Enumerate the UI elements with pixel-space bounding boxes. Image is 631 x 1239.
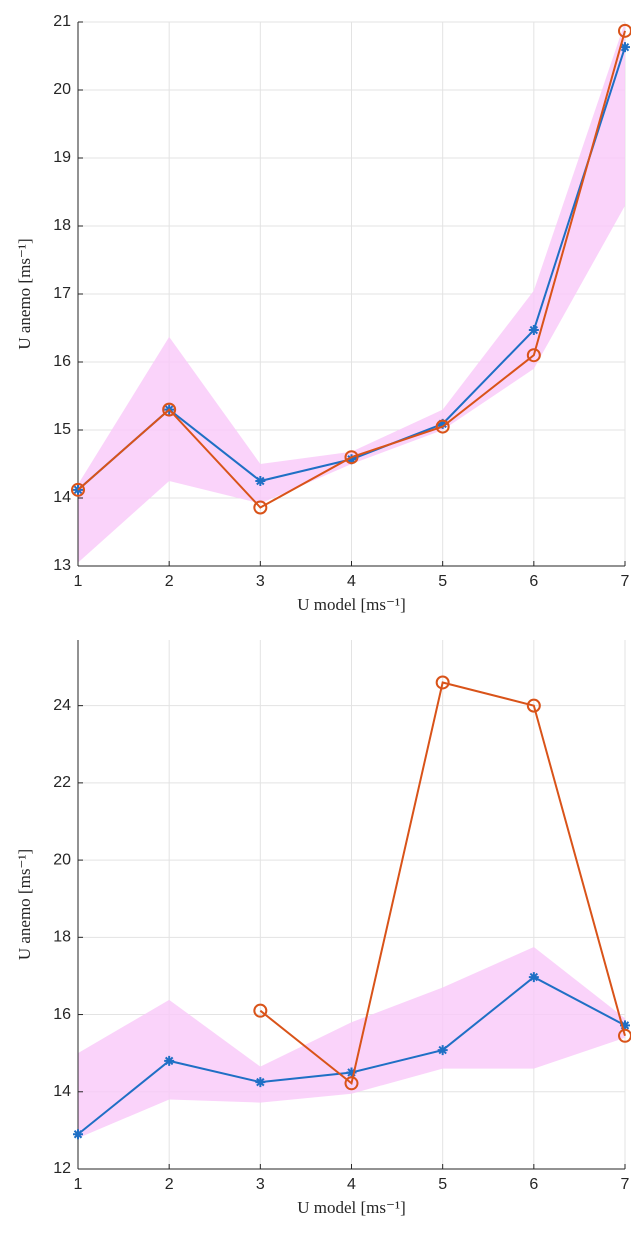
marker bbox=[528, 972, 539, 983]
marker bbox=[255, 1077, 266, 1088]
x-axis-label: U model [ms⁻¹] bbox=[297, 595, 406, 614]
y-tick-label: 21 bbox=[53, 13, 71, 30]
x-tick-label: 6 bbox=[529, 573, 538, 590]
series-line bbox=[77, 30, 626, 509]
marker bbox=[255, 476, 266, 486]
marker bbox=[346, 454, 357, 465]
x-tick-label: 5 bbox=[438, 573, 447, 590]
marker bbox=[344, 450, 359, 465]
y-tick-label: 18 bbox=[53, 217, 71, 234]
x-tick-label: 1 bbox=[74, 1176, 83, 1193]
marker bbox=[528, 325, 539, 336]
y-tick-label: 19 bbox=[53, 149, 71, 166]
marker bbox=[620, 1020, 630, 1031]
x-tick-label: 1 bbox=[74, 573, 83, 590]
marker bbox=[346, 1067, 357, 1078]
marker bbox=[618, 1028, 631, 1043]
x-tick-label: 3 bbox=[256, 573, 265, 590]
marker bbox=[344, 1076, 359, 1091]
x-tick-label: 5 bbox=[438, 1176, 447, 1193]
marker bbox=[253, 500, 268, 515]
x-tick-label: 2 bbox=[165, 1176, 174, 1193]
band bbox=[78, 22, 625, 563]
band bbox=[78, 946, 625, 1139]
y-tick-label: 16 bbox=[53, 353, 71, 370]
x-tick-label: 7 bbox=[621, 573, 630, 590]
x-tick-label: 2 bbox=[165, 573, 174, 590]
y-tick-label: 18 bbox=[53, 929, 71, 946]
x-tick-label: 6 bbox=[529, 1176, 538, 1193]
marker bbox=[526, 348, 541, 363]
y-tick-label: 12 bbox=[53, 1160, 71, 1177]
x-tick-label: 4 bbox=[347, 1176, 356, 1193]
y-tick-label: 22 bbox=[53, 774, 71, 791]
y-tick-label: 20 bbox=[53, 81, 71, 98]
y-axis-label: U anemo [ms⁻¹] bbox=[15, 849, 34, 960]
marker bbox=[71, 482, 85, 497]
marker bbox=[164, 1055, 175, 1066]
y-tick-label: 20 bbox=[53, 851, 71, 868]
x-tick-label: 7 bbox=[621, 1176, 630, 1193]
y-tick-label: 16 bbox=[53, 1006, 71, 1023]
x-tick-label: 4 bbox=[347, 573, 356, 590]
y-tick-label: 14 bbox=[53, 1083, 71, 1100]
marker bbox=[620, 42, 630, 53]
marker bbox=[526, 698, 541, 713]
marker bbox=[435, 419, 450, 434]
marker bbox=[73, 1129, 83, 1140]
marker bbox=[435, 675, 450, 690]
x-axis-label: U model [ms⁻¹] bbox=[297, 1198, 406, 1217]
y-tick-label: 15 bbox=[53, 421, 71, 438]
marker bbox=[253, 1003, 268, 1018]
y-axis-label: U anemo [ms⁻¹] bbox=[15, 238, 34, 349]
x-tick-label: 3 bbox=[256, 1176, 265, 1193]
marker bbox=[437, 1045, 448, 1056]
marker bbox=[437, 418, 448, 429]
y-tick-label: 24 bbox=[53, 697, 71, 714]
marker bbox=[162, 402, 177, 417]
y-tick-label: 17 bbox=[53, 285, 71, 302]
y-tick-label: 14 bbox=[53, 489, 71, 506]
marker bbox=[618, 23, 631, 38]
y-tick-label: 13 bbox=[53, 557, 71, 574]
series-line bbox=[259, 681, 626, 1086]
